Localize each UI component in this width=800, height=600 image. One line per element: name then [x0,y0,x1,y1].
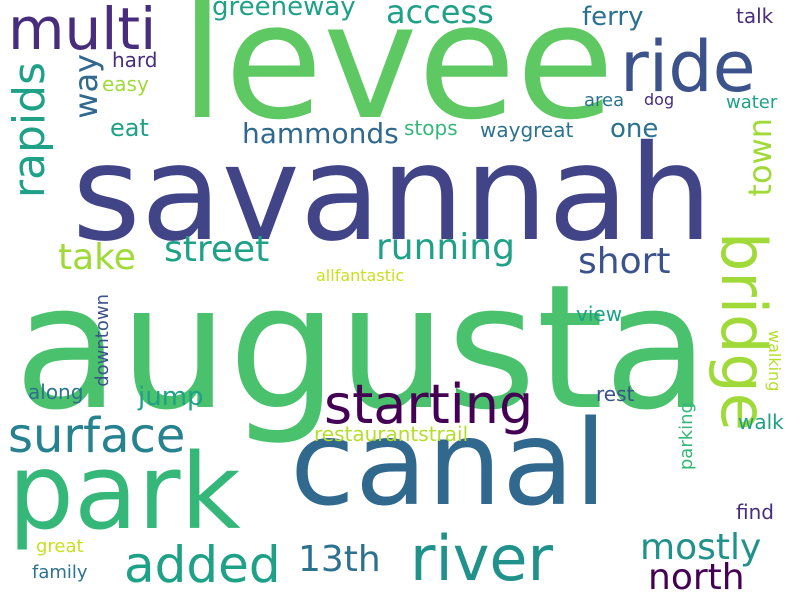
word-view: view [576,302,623,326]
word-town: town [741,118,779,197]
word-multi: multi [8,0,157,63]
word-way: way [67,54,105,119]
word-13th: 13th [298,539,381,580]
word-levee: levee [180,0,615,155]
word-downtown: downtown [92,294,113,387]
word-eat: eat [110,114,149,142]
word-dog: dog [644,90,675,109]
word-ride: ride [620,26,756,108]
word-one: one [610,114,659,144]
word-talk: talk [736,4,774,28]
word-restaurantstrail: restaurantstrail [314,422,469,446]
word-rest: rest [596,382,635,406]
word-easy: easy [102,72,149,96]
word-bridge: bridge [707,232,780,431]
word-savannah: savannah [72,117,713,271]
word-surface: surface [8,408,186,464]
word-water: water [726,92,778,113]
word-added: added [124,536,281,594]
word-starting: starting [324,373,534,436]
word-walking: walking [765,330,784,392]
word-family: family [32,562,88,583]
word-north: north [648,557,745,598]
word-take: take [58,237,136,278]
word-find: find [736,500,774,524]
word-hammonds: hammonds [242,117,399,150]
word-short: short [578,241,671,282]
word-area: area [584,90,625,111]
word-park: park [8,431,241,553]
word-canal: canal [290,394,608,532]
word-hard: hard [112,48,158,72]
word-river: river [410,522,554,595]
word-jump: jump [138,382,204,412]
word-parking: parking [676,402,697,471]
word-ferry: ferry [582,2,644,32]
word-stops: stops [404,116,458,140]
word-mostly: mostly [640,527,762,568]
word-great: great [36,536,84,557]
word-augusta: augusta [14,247,710,448]
word-street: street [164,229,270,270]
word-waygreat: waygreat [480,118,574,142]
word-running: running [376,227,515,268]
word-access: access [386,0,494,31]
word-walk: walk [738,410,784,434]
word-rapids: rapids [4,62,55,199]
word-greeneway: greeneway [212,0,356,22]
word-allfantastic: allfantastic [316,266,405,285]
word-along: along [28,380,84,404]
